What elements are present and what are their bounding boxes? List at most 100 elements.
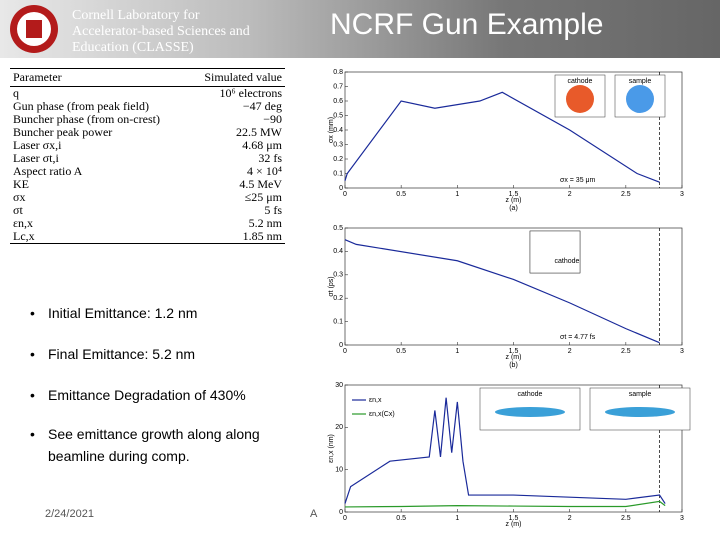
cell: Aspect ratio A	[13, 164, 83, 178]
cell: Laser σx,i	[13, 138, 62, 152]
x-tick-label: 0.5	[396, 191, 406, 198]
caption: (a)	[509, 205, 518, 212]
inset-image	[566, 85, 594, 113]
cell: 5.2 nm	[248, 216, 282, 230]
page-label: A	[310, 508, 318, 520]
x-tick-label: 1.5	[509, 515, 519, 522]
cell: 10⁶ electrons	[219, 86, 283, 100]
cell: 4 × 10⁴	[247, 164, 282, 178]
inset-label: sample	[629, 391, 652, 398]
header: Cornell Laboratory for Accelerator-based…	[0, 0, 720, 58]
cell: Gun phase (from peak field)	[13, 99, 149, 113]
annotation: σx = 35 μm	[560, 177, 596, 184]
cell: 4.68 μm	[242, 138, 282, 152]
inset-label: cathode	[555, 258, 580, 265]
lab-name: Cornell Laboratory for Accelerator-based…	[72, 8, 250, 55]
logo	[10, 5, 58, 53]
cell: Buncher phase (from on-crest)	[13, 112, 160, 126]
y-tick-label: 0.3	[333, 272, 343, 279]
x-tick-label: 2	[568, 191, 572, 198]
data-line	[344, 397, 666, 504]
x-tick-label: 1.5	[509, 348, 519, 355]
cell: 32 fs	[258, 151, 282, 165]
x-tick-label: 2	[568, 515, 572, 522]
x-axis-label: z (m)	[506, 521, 522, 528]
y-tick-label: 0.6	[333, 98, 343, 105]
parameter-table: Parameter Simulated value q 10⁶ electrons Gu…	[10, 68, 285, 244]
x-tick-label: 3	[680, 348, 684, 355]
inset-label: cathode	[568, 78, 593, 85]
x-tick-label: 0	[343, 348, 347, 355]
x-tick-label: 0	[343, 191, 347, 198]
x-tick-label: 2.5	[621, 515, 631, 522]
x-tick-label: 2	[568, 348, 572, 355]
x-tick-label: 2.5	[621, 348, 631, 355]
data-line	[344, 91, 660, 183]
y-tick-label: 0.2	[333, 295, 343, 302]
legend-label: εn,x(Cx)	[369, 411, 395, 418]
cell: σx	[13, 190, 26, 204]
y-tick-label: 0.7	[333, 83, 343, 90]
x-tick-label: 1	[455, 348, 459, 355]
column-header: Simulated value	[187, 68, 285, 87]
bullet: Initial Emittance: 1.2 nm	[30, 302, 290, 324]
y-axis-label: εn,x (nm)	[328, 434, 335, 463]
cell: 22.5 MW	[236, 125, 282, 139]
x-tick-label: 1.5	[509, 191, 519, 198]
x-tick-label: 2.5	[621, 191, 631, 198]
inset	[479, 387, 581, 431]
y-tick-label: 0	[339, 185, 343, 192]
slide-title: NCRF Gun Example	[330, 8, 604, 41]
y-tick-label: 0	[339, 509, 343, 516]
x-tick-label: 0.5	[396, 515, 406, 522]
cell: 5 fs	[264, 203, 282, 217]
y-tick-label: 0.1	[333, 318, 343, 325]
cell: σt	[13, 203, 23, 217]
caption: (b)	[509, 362, 518, 369]
y-tick-label: 0	[339, 342, 343, 349]
legend-label: εn,x	[369, 397, 382, 404]
cell: 4.5 MeV	[239, 177, 282, 191]
y-tick-label: 30	[335, 382, 343, 389]
cell: −47 deg	[242, 99, 282, 113]
y-axis-label: σx (mm)	[328, 117, 335, 143]
cell: q	[13, 86, 19, 100]
y-tick-label: 0.3	[333, 141, 343, 148]
y-tick-label: 0.1	[333, 170, 343, 177]
y-tick-label: 0.2	[333, 156, 343, 163]
y-axis-label: σt (ps)	[328, 276, 335, 296]
cell: Laser σt,i	[13, 151, 59, 165]
cell: KE	[13, 177, 29, 191]
bullet: See emittance growth along along beamlin…	[30, 423, 290, 467]
cell: −90	[263, 112, 282, 126]
y-tick-label: 0.4	[333, 248, 343, 255]
y-tick-label: 0.4	[333, 127, 343, 134]
cell: 1.85 nm	[242, 229, 282, 243]
annotation: σt = 4.77 fs	[560, 334, 596, 341]
bullet: Emittance Degradation of 430%	[30, 384, 290, 406]
cell: Buncher peak power	[13, 125, 113, 139]
inset-label: cathode	[518, 391, 543, 398]
x-axis-label: z (m)	[506, 197, 522, 204]
inset-image	[605, 407, 675, 417]
column-header: Parameter	[10, 68, 188, 87]
x-axis-label: z (m)	[506, 354, 522, 361]
inset-label: sample	[629, 78, 652, 85]
inset	[529, 230, 581, 274]
x-tick-label: 0.5	[396, 348, 406, 355]
y-tick-label: 20	[335, 424, 343, 431]
cell: εn,x	[13, 216, 34, 230]
inset-image	[495, 407, 565, 417]
x-tick-label: 3	[680, 515, 684, 522]
data-line	[344, 500, 666, 508]
date: 2/24/2021	[45, 508, 94, 520]
x-tick-label: 1	[455, 515, 459, 522]
y-tick-label: 10	[335, 467, 343, 474]
cell: ≤25 μm	[244, 190, 282, 204]
inset-image	[626, 85, 654, 113]
data-line	[344, 239, 660, 344]
y-tick-label: 0.5	[333, 225, 343, 232]
cell: Lc,x	[13, 229, 35, 243]
